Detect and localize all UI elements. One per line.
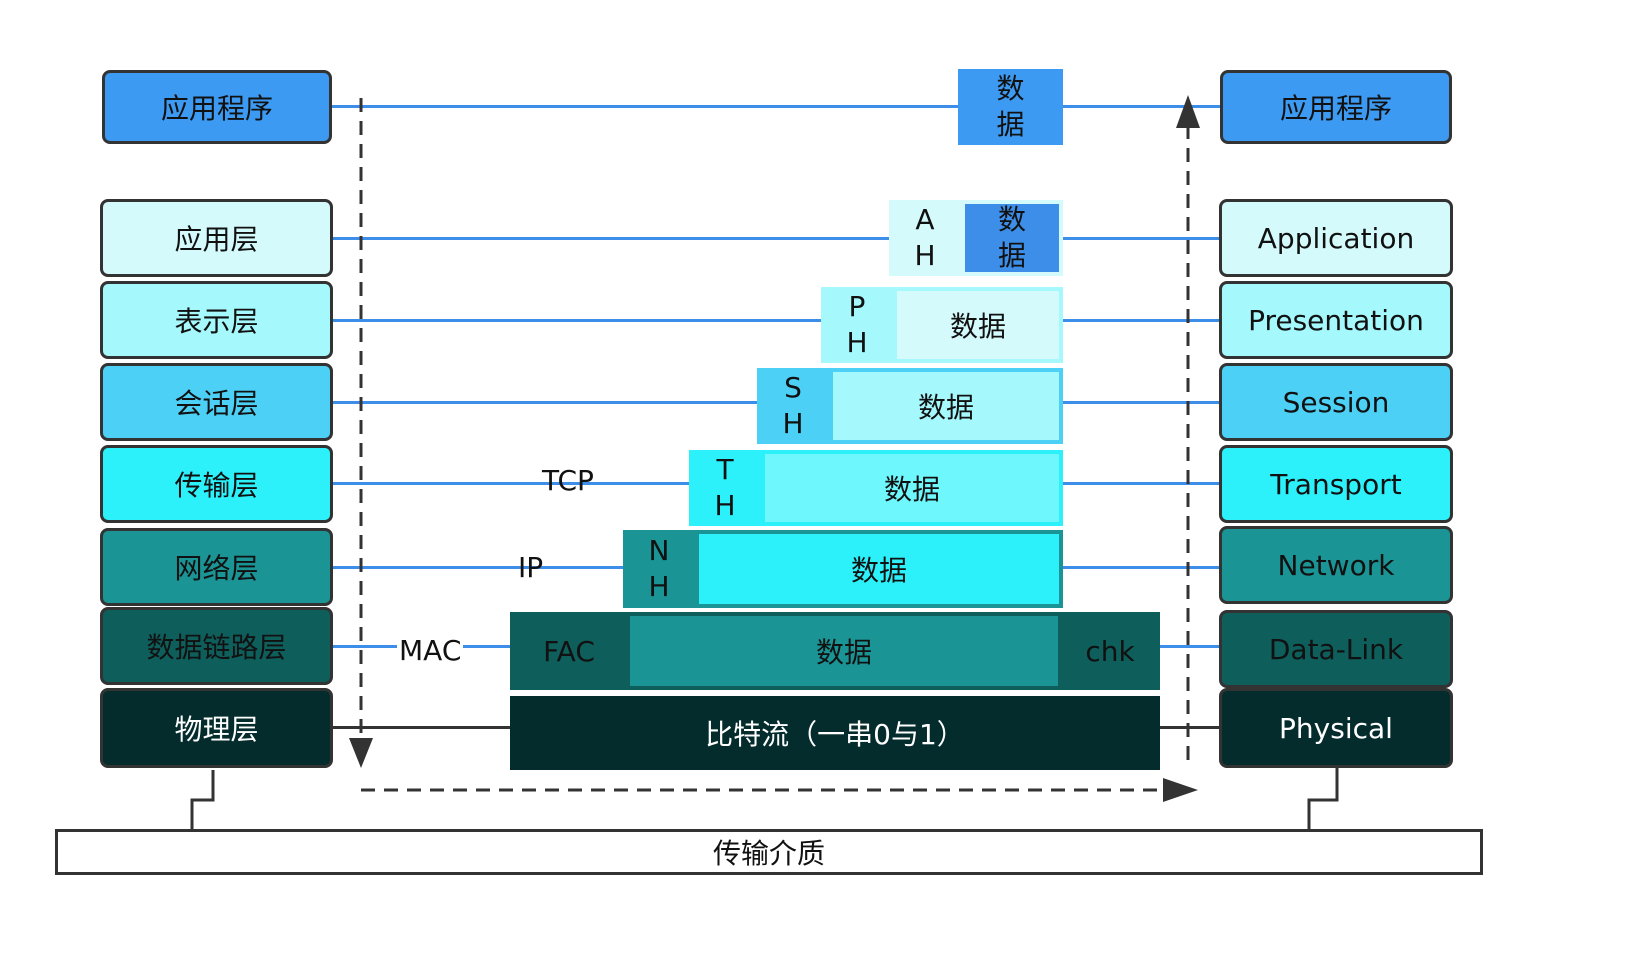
bitstream: 比特流（一串0与1） bbox=[510, 696, 1160, 770]
right-layer-physical: Physical bbox=[1219, 688, 1453, 768]
protocol-mac-label: MAC bbox=[397, 634, 464, 667]
ph-header: P H bbox=[821, 287, 893, 363]
right-layer-session: Session bbox=[1219, 363, 1453, 441]
arrow-right-icon bbox=[1163, 778, 1198, 802]
protocol-tcp-label: TCP bbox=[542, 464, 594, 497]
left-layer-session: 会话层 bbox=[100, 363, 333, 441]
app-data-char-1: 数 bbox=[996, 72, 1025, 105]
th-header-h: H bbox=[714, 489, 736, 522]
ah-data: 数 据 bbox=[961, 200, 1063, 276]
th-data-frame: 数据 bbox=[761, 450, 1063, 526]
sh-header-s: S bbox=[784, 371, 802, 404]
frame-data: 数据 bbox=[630, 616, 1058, 686]
left-layer-network: 网络层 bbox=[100, 528, 333, 606]
arrow-up-icon bbox=[1176, 95, 1200, 128]
frame-fac: FAC bbox=[510, 612, 628, 690]
transmission-medium: 传输介质 bbox=[55, 829, 1483, 875]
line-application bbox=[332, 237, 1220, 240]
ph-data-frame: 数据 bbox=[893, 287, 1063, 363]
app-data-char-2: 据 bbox=[996, 108, 1025, 141]
ph-header-p: P bbox=[848, 290, 866, 323]
ah-data-char-1: 数 bbox=[997, 203, 1026, 236]
frame-chk: chk bbox=[1060, 612, 1160, 690]
right-layer-application: Application bbox=[1219, 199, 1453, 277]
sh-header: S H bbox=[757, 368, 829, 444]
left-layer-application: 应用层 bbox=[100, 199, 333, 277]
nh-header-n: N bbox=[648, 534, 670, 567]
sh-data: 数据 bbox=[833, 372, 1059, 440]
ph-header-h: H bbox=[846, 326, 868, 359]
right-layer-datalink: Data-Link bbox=[1219, 610, 1453, 688]
ph-data: 数据 bbox=[897, 291, 1059, 359]
right-layer-transport: Transport bbox=[1219, 445, 1453, 523]
ah-header-h: H bbox=[914, 239, 936, 272]
line-app-program bbox=[332, 105, 1220, 108]
left-layer-physical: 物理层 bbox=[100, 688, 333, 768]
nh-header-h: H bbox=[648, 570, 670, 603]
frame-data-frame: 数据 bbox=[628, 612, 1060, 690]
th-header: T H bbox=[689, 450, 761, 526]
th-data: 数据 bbox=[765, 454, 1059, 522]
left-layer-transport: 传输层 bbox=[100, 445, 333, 523]
app-data-block: 数 据 bbox=[958, 69, 1063, 145]
right-layer-network: Network bbox=[1219, 526, 1453, 604]
th-header-t: T bbox=[716, 453, 734, 486]
right-app-program: 应用程序 bbox=[1220, 70, 1452, 144]
ah-data-char-2: 据 bbox=[997, 239, 1026, 272]
left-layer-datalink: 数据链路层 bbox=[100, 607, 333, 685]
ah-header: A H bbox=[889, 200, 961, 276]
nh-header: N H bbox=[623, 530, 695, 608]
right-layer-presentation: Presentation bbox=[1219, 281, 1453, 359]
line-presentation bbox=[332, 319, 1220, 322]
left-layer-presentation: 表示层 bbox=[100, 281, 333, 359]
sh-header-h: H bbox=[782, 407, 804, 440]
nh-data: 数据 bbox=[699, 534, 1059, 604]
ah-header-a: A bbox=[915, 203, 935, 236]
protocol-ip-label: IP bbox=[518, 551, 544, 584]
arrow-down-icon bbox=[349, 738, 373, 768]
nh-data-frame: 数据 bbox=[695, 530, 1063, 608]
sh-data-frame: 数据 bbox=[829, 368, 1063, 444]
left-app-program: 应用程序 bbox=[102, 70, 332, 144]
